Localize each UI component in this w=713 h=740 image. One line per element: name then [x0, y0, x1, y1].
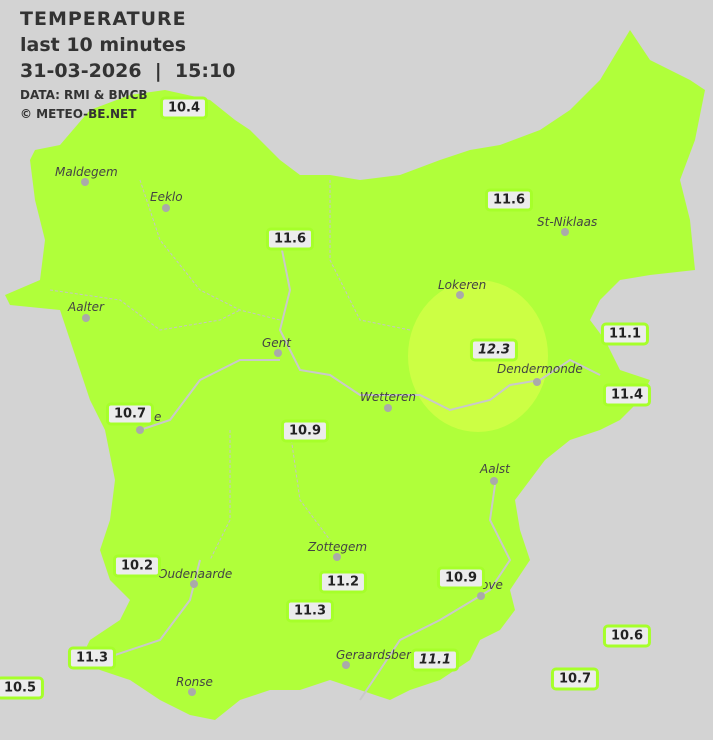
- city-marker: [561, 228, 569, 236]
- station-temperature[interactable]: 10.7: [550, 667, 600, 691]
- city-label: Geraardsberg: [336, 648, 419, 662]
- station-temperature[interactable]: 11.1: [600, 322, 650, 346]
- copyright: © METEO-BE.NET: [20, 107, 137, 121]
- map-datetime: 31-03-2026 | 15:10: [20, 60, 236, 82]
- station-temperature[interactable]: 10.7: [105, 402, 155, 426]
- city-marker: [188, 688, 196, 696]
- station-temperature[interactable]: 11.1: [410, 648, 460, 672]
- city-marker: [333, 553, 341, 561]
- station-temperature[interactable]: 11.2: [318, 570, 368, 594]
- station-temperature[interactable]: 11.6: [265, 227, 315, 251]
- city-label: Wetteren: [360, 390, 416, 404]
- city-label: Ronse: [176, 675, 213, 689]
- station-temperature[interactable]: 11.6: [484, 188, 534, 212]
- city-marker: [384, 404, 392, 412]
- station-temperature[interactable]: 11.4: [602, 383, 652, 407]
- city-marker: [274, 349, 282, 357]
- station-temperature[interactable]: 11.3: [67, 646, 117, 670]
- station-temperature[interactable]: 10.9: [436, 566, 486, 590]
- city-marker: [477, 592, 485, 600]
- city-label: e: [154, 410, 162, 424]
- city-label: ove: [481, 578, 503, 592]
- city-label: St-Niklaas: [537, 215, 598, 229]
- map-title: TEMPERATURE: [20, 8, 187, 30]
- city-label: Gent: [262, 336, 291, 350]
- city-marker: [190, 580, 198, 588]
- city-label: Zottegem: [308, 540, 368, 554]
- station-temperature[interactable]: 10.2: [112, 554, 162, 578]
- city-label: Oudenaarde: [158, 567, 233, 581]
- station-temperature[interactable]: 12.3: [469, 338, 519, 362]
- station-temperature[interactable]: 10.9: [280, 419, 330, 443]
- station-temperature[interactable]: 11.3: [285, 599, 335, 623]
- city-marker: [490, 477, 498, 485]
- city-marker: [456, 291, 464, 299]
- map-subtitle: last 10 minutes: [20, 34, 187, 56]
- city-marker: [82, 314, 90, 322]
- station-temperature[interactable]: 10.4: [159, 96, 209, 120]
- borders: [49, 179, 411, 561]
- city-label: Dendermonde: [497, 362, 583, 376]
- city-marker: [533, 378, 541, 386]
- city-marker: [162, 204, 170, 212]
- city-marker: [342, 661, 350, 669]
- station-temperature[interactable]: 10.5: [0, 676, 45, 700]
- city-label: Aalst: [480, 462, 510, 476]
- city-label: Eeklo: [150, 190, 183, 204]
- data-source: DATA: RMI & BMCB: [20, 88, 148, 102]
- station-temperature[interactable]: 10.6: [602, 624, 652, 648]
- city-label: Maldegem: [55, 165, 118, 179]
- city-label: Aalter: [68, 300, 104, 314]
- city-marker: [81, 178, 89, 186]
- city-label: Lokeren: [438, 278, 487, 292]
- city-marker: [136, 426, 144, 434]
